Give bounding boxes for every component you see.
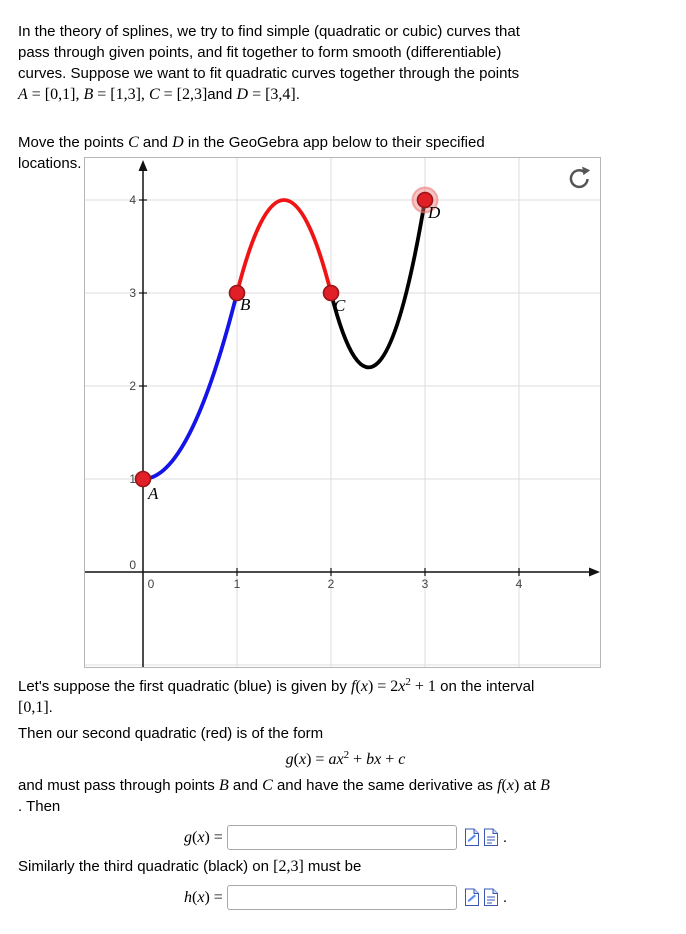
problem-body: Let's suppose the first quadratic (blue)… xyxy=(18,676,673,916)
point-A-label: A xyxy=(147,484,159,503)
conditions-text: and must pass through points B and C and… xyxy=(18,777,550,815)
h-answer-icons xyxy=(464,888,499,907)
axes xyxy=(85,160,600,667)
equation-editor-icon[interactable] xyxy=(464,888,480,907)
g-row-period: . xyxy=(502,829,507,846)
point-A[interactable] xyxy=(134,470,152,488)
point-B-label: B xyxy=(240,295,251,314)
red-quadratic-intro-text: Then our second quadratic (red) is of th… xyxy=(18,725,324,742)
y-tick-4: 4 xyxy=(129,193,136,207)
geogebra-applet[interactable]: 4 3 2 1 0 0 1 2 3 4 xyxy=(84,157,601,668)
points xyxy=(134,191,434,488)
g-answer-label: g(x) = xyxy=(184,829,223,846)
g-form-equation: g(x) = ax2 + bx + c xyxy=(285,749,406,769)
axis-labels: 4 3 2 1 0 0 1 2 3 4 xyxy=(129,193,522,591)
y-tick-3: 3 xyxy=(129,286,136,300)
point-D-label: D xyxy=(427,203,441,222)
g-answer-row: g(x) = . xyxy=(18,825,673,850)
red-quadratic-curve xyxy=(235,198,333,295)
g-answer-icons xyxy=(464,828,499,847)
preview-icon[interactable] xyxy=(483,828,499,847)
h-row-period: . xyxy=(502,889,507,906)
equation-editor-icon[interactable] xyxy=(464,828,480,847)
intro-paragraph: In the theory of splines, we try to find… xyxy=(18,23,520,103)
h-answer-label: h(x) = xyxy=(184,889,223,906)
black-quadratic-text: Similarly the third quadratic (black) on… xyxy=(18,858,362,875)
x-axis-arrow xyxy=(589,567,600,577)
x-tick-4: 4 xyxy=(516,577,523,591)
gridlines xyxy=(85,158,600,667)
reset-icon[interactable] xyxy=(566,165,592,191)
black-quadratic-curve xyxy=(329,198,427,370)
y-tick-1: 1 xyxy=(129,472,136,486)
point-B[interactable] xyxy=(228,284,246,302)
spline-curves xyxy=(141,198,427,481)
blue-quadratic-text: Let's suppose the first quadratic (blue)… xyxy=(18,676,535,717)
x-tick-0: 0 xyxy=(148,577,155,591)
h-answer-input[interactable] xyxy=(226,885,457,910)
point-labels: A B C D xyxy=(147,203,441,503)
h-answer-row: h(x) = . xyxy=(18,885,673,910)
g-answer-input[interactable] xyxy=(226,825,457,850)
preview-icon[interactable] xyxy=(483,888,499,907)
point-D[interactable] xyxy=(416,191,434,209)
y-tick-0: 0 xyxy=(129,558,136,572)
y-axis-arrow xyxy=(138,160,148,171)
point-C[interactable] xyxy=(322,284,340,302)
instruction-paragraph: Move the points C and D in the GeoGebra … xyxy=(18,134,485,172)
graph-canvas: 4 3 2 1 0 0 1 2 3 4 xyxy=(85,158,600,667)
x-tick-2: 2 xyxy=(328,577,335,591)
point-C-label: C xyxy=(334,296,346,315)
x-tick-3: 3 xyxy=(422,577,429,591)
y-tick-2: 2 xyxy=(129,379,136,393)
x-tick-1: 1 xyxy=(234,577,241,591)
blue-quadratic-curve xyxy=(141,291,239,481)
